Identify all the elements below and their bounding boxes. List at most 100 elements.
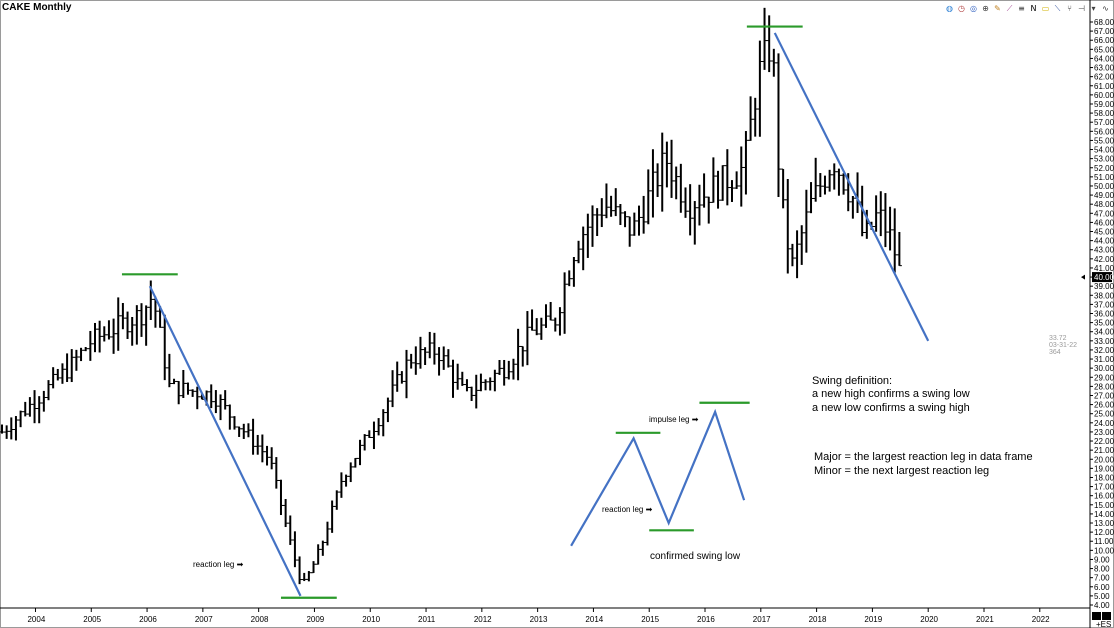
globe-icon[interactable]: ◍ (946, 3, 953, 13)
current-price-box (1092, 272, 1112, 283)
price-tick-label: 58.00 (1094, 109, 1114, 118)
price-tick-label: 15.00 (1094, 501, 1114, 510)
price-tick-label: 59.00 (1094, 100, 1114, 109)
price-tick-label: 66.00 (1094, 36, 1114, 45)
corner-box (1102, 612, 1111, 620)
time-tick-label: 2006 (139, 615, 157, 624)
price-tick-label: 32.00 (1094, 346, 1114, 355)
price-tick-label: 60.00 (1094, 91, 1114, 100)
time-tick-label: 2022 (1032, 615, 1050, 624)
price-tick-label: 31.00 (1094, 355, 1114, 364)
price-tick-label: 44.00 (1094, 237, 1114, 246)
price-tick-label: 28.00 (1094, 382, 1114, 391)
time-tick-label: 2005 (83, 615, 101, 624)
price-tick-label: 61.00 (1094, 82, 1114, 91)
time-tick-label: 2010 (362, 615, 380, 624)
minor-definition: Minor = the next largest reaction leg (814, 465, 989, 477)
price-tick-label: 64.00 (1094, 54, 1114, 63)
price-tick-label: 13.00 (1094, 519, 1114, 528)
side-info-line: 33.72 (1049, 335, 1067, 342)
corner-label: +ES (1096, 620, 1111, 628)
side-info-line: 364 (1049, 349, 1061, 356)
price-tick-label: 29.00 (1094, 373, 1114, 382)
price-tick-label: 17.00 (1094, 483, 1114, 492)
current-price-arrow (1081, 274, 1085, 280)
price-tick-label: 6.00 (1094, 583, 1110, 592)
price-tick-label: 50.00 (1094, 182, 1114, 191)
target-icon[interactable]: ◎ (970, 3, 977, 13)
line-icon[interactable]: ⟍ (1054, 3, 1061, 13)
wand-icon[interactable]: ⟋ (1006, 3, 1013, 13)
price-tick-label: 65.00 (1094, 45, 1114, 54)
time-tick-label: 2012 (474, 615, 492, 624)
down-icon[interactable]: ▾ (1091, 3, 1096, 13)
time-tick-label: 2020 (920, 615, 938, 624)
current-price-label: 40.00 (1094, 273, 1114, 282)
price-tick-label: 43.00 (1094, 246, 1114, 255)
price-tick-label: 63.00 (1094, 64, 1114, 73)
time-tick-label: 2016 (697, 615, 715, 624)
drawn-lines-layer (121, 25, 930, 599)
price-tick-label: 33.00 (1094, 337, 1114, 346)
price-tick-label: 27.00 (1094, 391, 1114, 400)
time-tick-label: 2018 (809, 615, 827, 624)
price-tick-label: 4.00 (1094, 601, 1110, 610)
price-tick-label: 39.00 (1094, 282, 1114, 291)
time-tick-label: 2019 (864, 615, 882, 624)
hline-icon[interactable]: ⊣ (1078, 3, 1085, 13)
price-tick-label: 18.00 (1094, 473, 1114, 482)
time-tick-label: 2008 (251, 615, 269, 624)
pencil-icon[interactable]: ✎ (994, 3, 1001, 13)
time-tick-label: 2017 (753, 615, 771, 624)
major-definition: Major = the largest reaction leg in data… (814, 451, 1033, 463)
side-info-line: 03-31-22 (1049, 342, 1077, 349)
price-tick-label: 53.00 (1094, 155, 1114, 164)
price-tick-label: 41.00 (1094, 264, 1114, 273)
price-tick-label: 67.00 (1094, 27, 1114, 36)
drawing-toolbar: ◍ ◷ ◎ ⊕ ✎ ⟋ ≡ N ▭ ⟍ ⑂ ⊣ ▾ ∿ (945, 2, 1110, 14)
price-tick-label: 36.00 (1094, 310, 1114, 319)
price-tick-label: 38.00 (1094, 291, 1114, 300)
price-tick-label: 7.00 (1094, 574, 1110, 583)
price-tick-label: 26.00 (1094, 401, 1114, 410)
time-tick-label: 2021 (976, 615, 994, 624)
clock-icon[interactable]: ◷ (958, 3, 965, 13)
wave-icon[interactable]: ∿ (1102, 3, 1109, 13)
equals-icon[interactable]: ≡ (1018, 3, 1025, 13)
price-tick-label: 57.00 (1094, 118, 1114, 127)
price-tick-label: 51.00 (1094, 173, 1114, 182)
time-tick-label: 2009 (306, 615, 324, 624)
price-tick-label: 23.00 (1094, 428, 1114, 437)
price-tick-label: 52.00 (1094, 164, 1114, 173)
zoom-icon[interactable]: ⊕ (982, 3, 989, 13)
price-tick-label: 14.00 (1094, 510, 1114, 519)
time-tick-label: 2015 (641, 615, 659, 624)
price-tick-label: 21.00 (1094, 446, 1114, 455)
price-bars-layer (0, 7, 902, 585)
n-icon[interactable]: N (1030, 3, 1037, 13)
price-tick-label: 11.00 (1094, 537, 1114, 546)
price-tick-label: 45.00 (1094, 228, 1114, 237)
price-tick-label: 62.00 (1094, 73, 1114, 82)
price-tick-label: 9.00 (1094, 555, 1110, 564)
price-tick-label: 56.00 (1094, 127, 1114, 136)
price-tick-label: 30.00 (1094, 364, 1114, 373)
price-tick-label: 37.00 (1094, 300, 1114, 309)
price-tick-label: 25.00 (1094, 410, 1114, 419)
price-tick-label: 47.00 (1094, 209, 1114, 218)
price-tick-label: 24.00 (1094, 419, 1114, 428)
rect-icon[interactable]: ▭ (1041, 3, 1050, 13)
price-tick-label: 16.00 (1094, 492, 1114, 501)
price-tick-label: 42.00 (1094, 255, 1114, 264)
fork-icon[interactable]: ⑂ (1067, 3, 1072, 13)
price-tick-label: 54.00 (1094, 146, 1114, 155)
price-tick-label: 49.00 (1094, 191, 1114, 200)
time-tick-label: 2013 (530, 615, 548, 624)
diagram-zigzag (570, 408, 746, 547)
price-tick-label: 46.00 (1094, 218, 1114, 227)
price-tick-label: 12.00 (1094, 528, 1114, 537)
price-tick-label: 35.00 (1094, 319, 1114, 328)
time-tick-label: 2011 (418, 615, 436, 624)
